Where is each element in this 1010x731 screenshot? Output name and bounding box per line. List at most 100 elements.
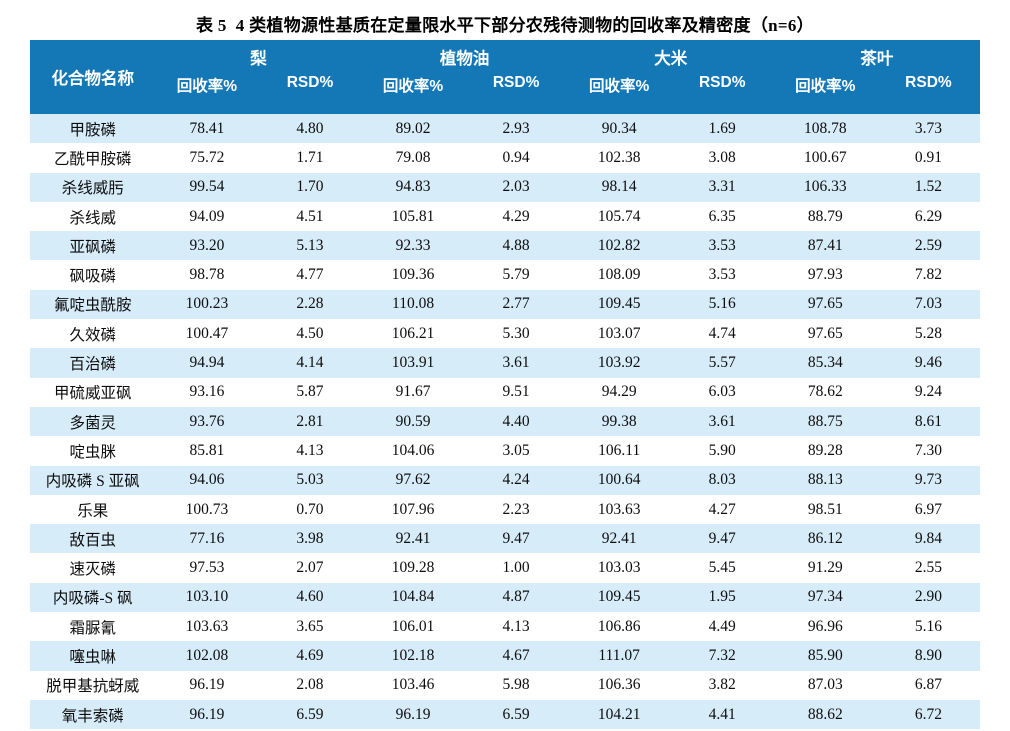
header-group-vegetable-oil: 植物油 bbox=[361, 40, 568, 74]
value-cell: 88.75 bbox=[807, 412, 843, 430]
table-caption: 表 5 4 类植物源性基质在定量限水平下部分农残待测物的回收率及精密度（n=6） bbox=[196, 16, 814, 35]
value-cell: 2.28 bbox=[296, 295, 324, 313]
value-cell: 104.21 bbox=[597, 705, 641, 723]
table-header: 化合物名称 梨 植物油 大米 茶叶 回收率% RSD% 回收率% RSD% 回收… bbox=[30, 40, 980, 114]
value-cell: 4.13 bbox=[296, 441, 324, 459]
value-cell: 90.34 bbox=[601, 119, 637, 137]
value-cell: 110.08 bbox=[392, 295, 435, 313]
header-group-pear: 梨 bbox=[155, 40, 362, 74]
recovery-precision-table: 化合物名称 梨 植物油 大米 茶叶 回收率% RSD% 回收率% RSD% 回收… bbox=[30, 40, 980, 730]
value-cell: 100.47 bbox=[185, 324, 229, 342]
value-cell: 4.80 bbox=[296, 119, 324, 137]
value-cell: 2.23 bbox=[502, 500, 530, 518]
value-cell: 100.73 bbox=[185, 500, 229, 518]
value-cell: 91.67 bbox=[395, 383, 431, 401]
value-cell: 96.19 bbox=[189, 676, 225, 694]
value-cell: 9.84 bbox=[914, 529, 942, 547]
header-oil-recovery: 回收率% bbox=[361, 74, 465, 114]
compound-name-cell: 杀线威 bbox=[69, 209, 116, 227]
value-cell: 8.61 bbox=[914, 412, 942, 430]
value-cell: 7.03 bbox=[914, 295, 942, 313]
compound-name-cell: 甲硫威亚砜 bbox=[53, 385, 132, 403]
value-cell: 97.65 bbox=[807, 295, 843, 313]
value-cell: 2.03 bbox=[502, 178, 530, 196]
value-cell: 2.07 bbox=[296, 559, 324, 577]
value-cell: 4.27 bbox=[708, 500, 736, 518]
value-cell: 79.08 bbox=[395, 148, 431, 166]
value-cell: 5.79 bbox=[502, 266, 530, 284]
value-cell: 94.94 bbox=[189, 354, 225, 372]
table-row: 噻虫啉 102.08 4.69 102.18 4.67 111.07 7.32 85.90 8.… bbox=[30, 641, 980, 671]
compound-name-cell: 速灭磷 bbox=[69, 561, 116, 579]
header-tea-recovery: 回收率% bbox=[773, 74, 877, 114]
value-cell: 78.41 bbox=[189, 119, 225, 137]
compound-name-cell: 脱甲基抗蚜威 bbox=[46, 678, 140, 696]
value-cell: 108.09 bbox=[597, 266, 641, 284]
value-cell: 2.08 bbox=[296, 676, 324, 694]
value-cell: 94.06 bbox=[189, 471, 225, 489]
value-cell: 109.28 bbox=[391, 559, 435, 577]
value-cell: 94.29 bbox=[601, 383, 637, 401]
value-cell: 75.72 bbox=[189, 148, 225, 166]
value-cell: 9.46 bbox=[914, 354, 942, 372]
value-cell: 4.14 bbox=[296, 354, 324, 372]
value-cell: 90.59 bbox=[395, 412, 431, 430]
value-cell: 1.69 bbox=[708, 119, 736, 137]
table-row: 内吸磷-S 砜 103.10 4.60 104.84 4.87 109.45 1.95 97.… bbox=[30, 582, 980, 613]
value-cell: 3.05 bbox=[502, 441, 530, 459]
header-compound-name: 化合物名称 bbox=[30, 40, 156, 114]
value-cell: 78.62 bbox=[807, 383, 843, 401]
table-row: 甲胺磷 78.41 4.80 89.02 2.93 90.34 1.69 108.78 3.73 bbox=[30, 114, 980, 144]
value-cell: 93.20 bbox=[189, 236, 225, 254]
value-cell: 102.18 bbox=[391, 646, 435, 664]
value-cell: 97.53 bbox=[189, 559, 225, 577]
value-cell: 1.70 bbox=[296, 178, 324, 196]
value-cell: 103.07 bbox=[597, 324, 641, 342]
table-row: 杀线威 94.09 4.51 105.81 4.29 105.74 6.35 88.79 6.2… bbox=[30, 202, 980, 231]
value-cell: 1.95 bbox=[708, 588, 736, 606]
table-row: 亚砜磷 93.20 5.13 92.33 4.88 102.82 3.53 87.41 2.59 bbox=[30, 231, 980, 261]
value-cell: 3.53 bbox=[708, 266, 736, 284]
value-cell: 5.98 bbox=[502, 676, 530, 694]
header-group-tea: 茶叶 bbox=[773, 40, 980, 74]
value-cell: 6.59 bbox=[502, 705, 530, 723]
header-sub-row: 回收率% RSD% 回收率% RSD% 回收率% RSD% 回收率% RSD% bbox=[30, 74, 980, 114]
table-row: 内吸磷 S 亚砜 94.06 5.03 97.62 4.24 100.64 8.03 88.1… bbox=[30, 465, 980, 495]
compound-name-cell: 乐果 bbox=[77, 502, 109, 520]
value-cell: 103.63 bbox=[597, 500, 641, 518]
value-cell: 104.06 bbox=[391, 441, 435, 459]
value-cell: 2.77 bbox=[502, 295, 530, 313]
value-cell: 104.84 bbox=[391, 588, 435, 606]
value-cell: 88.62 bbox=[807, 705, 843, 723]
value-cell: 6.29 bbox=[914, 207, 942, 225]
value-cell: 9.47 bbox=[708, 529, 736, 547]
value-cell: 103.10 bbox=[185, 588, 229, 606]
value-cell: 3.73 bbox=[914, 119, 942, 137]
value-cell: 4.40 bbox=[502, 412, 530, 430]
value-cell: 4.67 bbox=[502, 646, 530, 664]
value-cell: 103.91 bbox=[391, 354, 435, 372]
value-cell: 1.71 bbox=[296, 148, 324, 166]
table-row: 甲硫威亚砜 93.16 5.87 91.67 9.51 94.29 6.03 78.62 9.2… bbox=[30, 378, 980, 407]
header-pear-rsd: RSD% bbox=[258, 74, 362, 114]
value-cell: 106.36 bbox=[597, 676, 641, 694]
value-cell: 99.38 bbox=[601, 412, 637, 430]
value-cell: 5.57 bbox=[708, 354, 736, 372]
table-row: 砜吸磷 98.78 4.77 109.36 5.79 108.09 3.53 97.93 7.8… bbox=[30, 260, 980, 289]
header-tea-rsd: RSD% bbox=[876, 74, 980, 114]
value-cell: 9.47 bbox=[502, 529, 530, 547]
value-cell: 108.78 bbox=[803, 119, 847, 137]
table-row: 速灭磷 97.53 2.07 109.28 1.00 103.03 5.45 91.29 2.5… bbox=[30, 553, 980, 582]
value-cell: 9.24 bbox=[914, 383, 942, 401]
value-cell: 109.36 bbox=[391, 266, 435, 284]
value-cell: 85.34 bbox=[807, 354, 843, 372]
value-cell: 100.64 bbox=[597, 471, 641, 489]
value-cell: 4.41 bbox=[708, 705, 736, 723]
value-cell: 98.78 bbox=[189, 266, 225, 284]
value-cell: 96.96 bbox=[807, 617, 843, 635]
table-row: 敌百虫 77.16 3.98 92.41 9.47 92.41 9.47 86.12 9.84 bbox=[30, 524, 980, 554]
value-cell: 88.79 bbox=[807, 207, 843, 225]
value-cell: 103.92 bbox=[597, 354, 641, 372]
value-cell: 94.83 bbox=[395, 178, 431, 196]
table-row: 脱甲基抗蚜威 96.19 2.08 103.46 5.98 106.36 3.82 87.03… bbox=[30, 671, 980, 700]
